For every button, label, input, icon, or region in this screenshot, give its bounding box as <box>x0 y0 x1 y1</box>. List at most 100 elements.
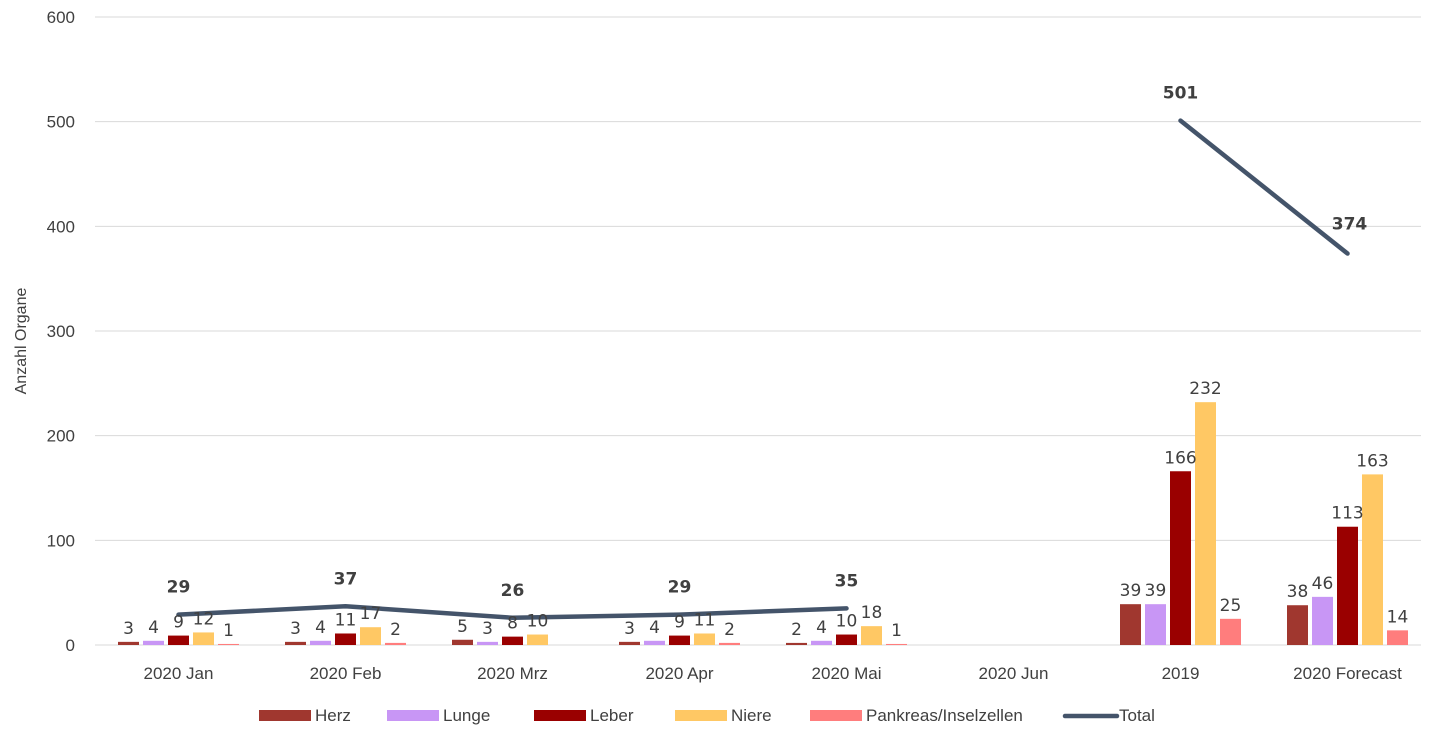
y-axis-title: Anzahl Organe <box>13 288 30 395</box>
bar-herz <box>619 641 640 645</box>
bar-leber <box>1170 471 1191 645</box>
x-tick-label: 2020 Mai <box>812 664 882 683</box>
bar-value-label: 113 <box>1331 504 1363 524</box>
bar-value-label: 4 <box>148 618 159 638</box>
bar-pankreas-inselzellen <box>218 643 239 645</box>
bar-leber <box>502 636 523 645</box>
bar-value-label: 166 <box>1164 448 1196 468</box>
bar-value-label: 8 <box>507 614 518 634</box>
bar-leber <box>335 633 356 645</box>
legend-label: Lunge <box>443 706 490 725</box>
y-tick-label: 600 <box>47 8 75 27</box>
legend-swatch <box>387 710 439 721</box>
x-tick-label: 2020 Forecast <box>1293 664 1402 683</box>
legend-label: Leber <box>590 706 634 725</box>
total-line-layer <box>176 118 1350 621</box>
bar-leber <box>1337 526 1358 645</box>
bar-niere <box>694 633 715 645</box>
legend-swatch <box>259 710 311 721</box>
legend-label: Herz <box>315 706 351 725</box>
x-tick-label: 2020 Jun <box>979 664 1049 683</box>
bar-lunge <box>644 640 665 645</box>
y-tick-label: 100 <box>47 531 75 550</box>
legend-label: Total <box>1119 706 1155 725</box>
legend-swatch <box>534 710 586 721</box>
y-tick-label: 500 <box>47 113 75 132</box>
bar-niere <box>861 626 882 645</box>
bar-value-label: 18 <box>861 603 883 623</box>
x-tick-label: 2020 Apr <box>645 664 713 683</box>
bar-value-label: 1 <box>891 621 902 641</box>
bar-niere <box>193 632 214 645</box>
bar-pankreas-inselzellen <box>385 642 406 645</box>
total-value-label: 501 <box>1163 84 1199 104</box>
x-tick-label: 2019 <box>1162 664 1200 683</box>
bar-pankreas-inselzellen <box>886 643 907 645</box>
bar-value-label: 4 <box>816 618 827 638</box>
bar-herz <box>118 641 139 645</box>
bar-herz <box>285 641 306 645</box>
total-line <box>176 604 849 621</box>
y-tick-label: 0 <box>66 636 75 655</box>
bar-lunge <box>1312 596 1333 645</box>
bar-value-label: 2 <box>724 620 735 640</box>
bar-value-label: 39 <box>1145 581 1167 601</box>
bar-value-label: 9 <box>674 613 685 633</box>
bar-value-label: 3 <box>123 619 134 639</box>
y-tick-label: 300 <box>47 322 75 341</box>
total-line <box>1178 118 1350 256</box>
bar-lunge <box>811 640 832 645</box>
total-value-label: 35 <box>835 571 859 591</box>
bar-lunge <box>1145 604 1166 645</box>
total-value-label: 374 <box>1332 215 1368 235</box>
bar-value-label: 38 <box>1287 582 1309 602</box>
bar-lunge <box>310 640 331 645</box>
bar-value-label: 10 <box>527 612 549 632</box>
gridlines <box>95 16 1421 646</box>
legend-swatch <box>810 710 862 721</box>
bar-value-label: 2 <box>390 620 401 640</box>
bar-value-label: 3 <box>482 619 493 639</box>
bar-value-label: 46 <box>1312 574 1334 594</box>
bar-value-label: 163 <box>1356 451 1388 471</box>
y-axis-ticks: 0 100 200 300 400 500 600 <box>47 8 75 655</box>
bar-value-label: 2 <box>791 620 802 640</box>
bar-niere <box>360 627 381 645</box>
bar-leber <box>168 635 189 645</box>
bar-value-label: 25 <box>1220 596 1242 616</box>
bar-lunge <box>143 640 164 645</box>
x-tick-label: 2020 Mrz <box>477 664 548 683</box>
bar-value-label: 3 <box>290 619 301 639</box>
bar-herz <box>1287 605 1308 645</box>
bar-herz <box>452 639 473 645</box>
total-value-label: 37 <box>334 569 358 589</box>
bar-pankreas-inselzellen <box>719 642 740 645</box>
bar-value-label: 39 <box>1120 581 1142 601</box>
bar-value-label: 17 <box>360 604 382 624</box>
x-tick-label: 2020 Feb <box>310 664 382 683</box>
total-value-label: 26 <box>501 581 525 601</box>
bar-pankreas-inselzellen <box>1387 630 1408 645</box>
bar-value-label: 232 <box>1189 379 1221 399</box>
bar-value-label: 4 <box>315 618 326 638</box>
bar-niere <box>527 634 548 645</box>
bar-leber <box>669 635 690 645</box>
bar-value-label: 1 <box>223 621 234 641</box>
bar-value-label: 9 <box>173 613 184 633</box>
legend-label: Pankreas/Inselzellen <box>866 706 1023 725</box>
bar-herz <box>786 642 807 645</box>
bar-lunge <box>477 641 498 645</box>
bar-value-label: 14 <box>1387 607 1409 627</box>
bar-niere <box>1362 474 1383 645</box>
bar-value-label: 10 <box>836 612 858 632</box>
x-tick-label: 2020 Jan <box>144 664 214 683</box>
bar-value-label: 5 <box>457 617 468 637</box>
bar-value-label: 11 <box>694 610 716 630</box>
bar-herz <box>1120 604 1141 645</box>
bar-pankreas-inselzellen <box>1220 618 1241 645</box>
bars <box>118 402 1408 645</box>
y-tick-label: 200 <box>47 427 75 446</box>
